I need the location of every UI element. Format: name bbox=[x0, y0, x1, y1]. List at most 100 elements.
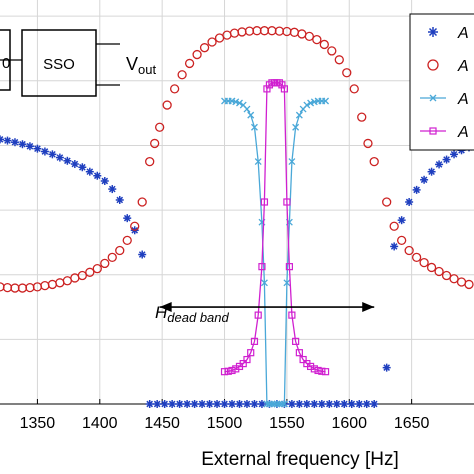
data-point-star bbox=[228, 400, 237, 408]
data-point-circle bbox=[357, 112, 367, 122]
data-point-square bbox=[299, 355, 307, 364]
data-point-x bbox=[292, 123, 300, 131]
data-point-square bbox=[254, 311, 262, 319]
series-layer bbox=[0, 26, 474, 408]
data-point-x bbox=[232, 98, 240, 106]
data-point-star bbox=[405, 198, 414, 206]
data-point-x bbox=[283, 279, 291, 287]
data-point-circle bbox=[199, 43, 210, 53]
data-point-x bbox=[429, 94, 437, 102]
dead-band-annotation: Hdead band bbox=[155, 302, 375, 325]
data-point-square bbox=[321, 368, 330, 376]
data-point-circle bbox=[304, 31, 314, 42]
data-point-square bbox=[310, 365, 318, 373]
data-point-star bbox=[108, 185, 117, 194]
data-point-circle bbox=[342, 68, 352, 78]
data-point-circle bbox=[192, 49, 202, 60]
data-point-star bbox=[25, 142, 34, 151]
data-point-star bbox=[362, 400, 371, 408]
data-point-circle bbox=[289, 27, 300, 37]
data-point-star bbox=[257, 400, 266, 408]
data-point-x bbox=[307, 99, 315, 107]
data-point-star bbox=[382, 363, 391, 372]
data-point-square bbox=[318, 367, 326, 375]
x-tick-label: 1450 bbox=[144, 415, 180, 432]
data-point-star bbox=[340, 400, 349, 408]
data-point-circle bbox=[382, 197, 392, 207]
data-point-circle bbox=[369, 156, 379, 167]
inset-output-sub: out bbox=[138, 62, 156, 77]
data-point-star bbox=[145, 400, 154, 408]
data-point-star bbox=[442, 155, 451, 164]
data-point-circle bbox=[62, 276, 73, 286]
data-point-star bbox=[397, 216, 406, 225]
data-point-circle bbox=[441, 270, 452, 281]
data-point-circle bbox=[252, 26, 262, 36]
inset-left-label: 0 bbox=[2, 55, 10, 72]
data-point-circle bbox=[17, 283, 28, 293]
data-point-star bbox=[78, 163, 87, 172]
data-point-star bbox=[85, 167, 94, 176]
data-point-star bbox=[153, 400, 162, 408]
data-point-x bbox=[322, 97, 330, 105]
data-point-star bbox=[347, 400, 356, 408]
data-point-star bbox=[310, 400, 319, 408]
x-tick-label: 1400 bbox=[82, 415, 118, 432]
annotation-sub: dead band bbox=[167, 310, 229, 325]
data-point-circle bbox=[214, 33, 225, 43]
data-point-star bbox=[242, 400, 251, 408]
data-point-star bbox=[190, 400, 199, 408]
data-point-circle bbox=[130, 221, 140, 231]
data-point-circle bbox=[122, 235, 132, 246]
data-point-circle bbox=[426, 262, 437, 273]
data-point-circle bbox=[169, 84, 180, 94]
data-point-circle bbox=[207, 37, 217, 47]
data-point-x bbox=[251, 123, 258, 131]
data-point-star bbox=[93, 171, 102, 180]
x-tick-label: 1550 bbox=[269, 415, 305, 432]
data-point-circle bbox=[312, 34, 322, 45]
data-point-x bbox=[275, 400, 283, 408]
data-point-circle bbox=[55, 278, 65, 288]
data-point-square bbox=[429, 127, 437, 135]
data-point-star bbox=[183, 400, 192, 408]
data-point-circle bbox=[297, 29, 307, 39]
x-tick-label: 1350 bbox=[20, 415, 56, 432]
data-point-star bbox=[33, 144, 42, 153]
data-point-circle bbox=[334, 55, 344, 65]
x-tick-label: 1600 bbox=[331, 415, 367, 432]
data-point-circle bbox=[137, 197, 147, 207]
data-point-square bbox=[288, 311, 296, 319]
data-point-circle bbox=[404, 245, 414, 256]
data-point-circle bbox=[411, 252, 422, 262]
data-point-star bbox=[427, 167, 436, 176]
data-point-star bbox=[3, 136, 12, 145]
data-point-star bbox=[390, 242, 399, 251]
series-square bbox=[220, 79, 330, 376]
legend-label: A bbox=[457, 58, 469, 75]
data-point-x bbox=[260, 279, 268, 287]
data-point-star bbox=[160, 400, 169, 408]
data-point-circle bbox=[427, 59, 439, 71]
legend-box bbox=[409, 13, 474, 151]
data-point-circle bbox=[389, 221, 399, 231]
data-point-circle bbox=[274, 26, 285, 36]
data-point-star bbox=[48, 150, 57, 159]
legend-entry: A bbox=[427, 58, 469, 75]
data-point-star bbox=[18, 140, 27, 149]
data-point-square bbox=[260, 198, 269, 206]
data-point-circle bbox=[259, 26, 270, 36]
x-tick-label: 1500 bbox=[207, 415, 243, 432]
data-point-circle bbox=[349, 84, 359, 94]
data-point-star bbox=[450, 150, 459, 159]
data-point-circle bbox=[92, 264, 102, 274]
data-point-circle bbox=[244, 26, 255, 36]
data-point-square bbox=[258, 263, 266, 271]
data-point-x bbox=[273, 400, 281, 408]
data-point-square bbox=[250, 337, 259, 345]
data-point-star bbox=[287, 400, 296, 408]
data-point-circle bbox=[10, 283, 20, 293]
data-point-star bbox=[428, 27, 438, 37]
data-point-circle bbox=[40, 280, 50, 291]
